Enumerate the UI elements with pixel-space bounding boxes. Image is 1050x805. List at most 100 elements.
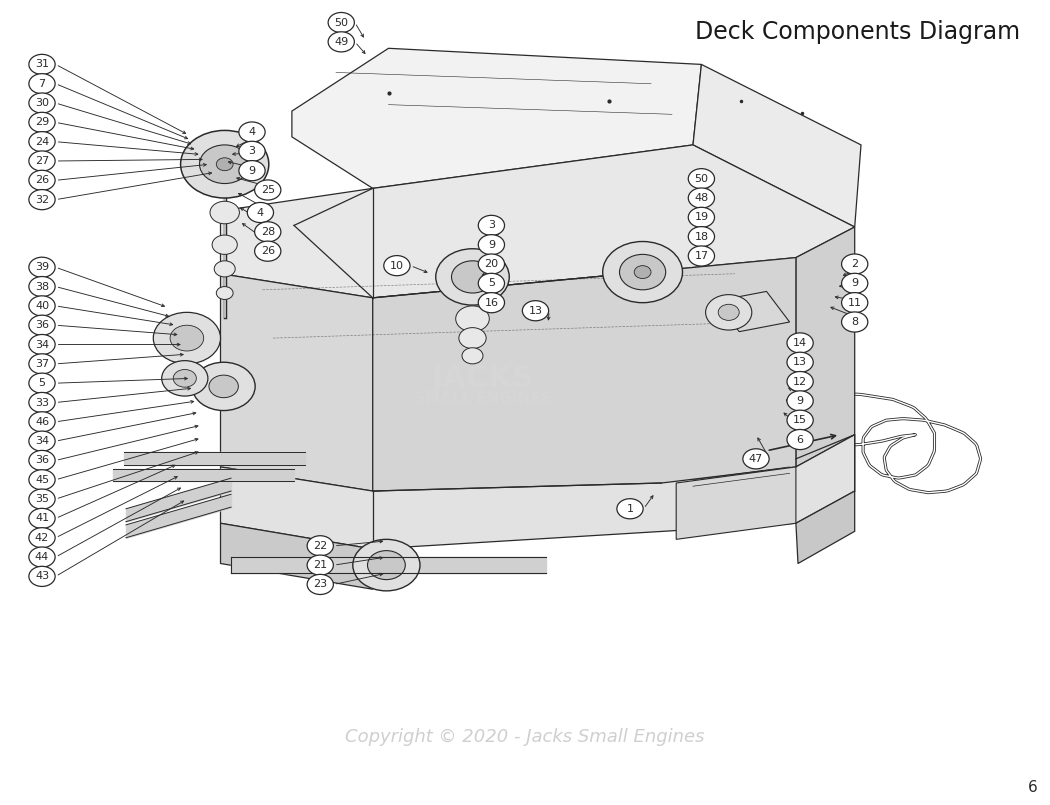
Text: 23: 23 xyxy=(313,580,328,589)
Text: 17: 17 xyxy=(694,251,709,261)
Circle shape xyxy=(29,547,55,567)
Circle shape xyxy=(788,390,813,411)
Text: 3: 3 xyxy=(488,221,495,230)
Text: 34: 34 xyxy=(35,436,49,446)
Circle shape xyxy=(689,207,715,227)
Circle shape xyxy=(29,374,55,394)
Text: 33: 33 xyxy=(35,398,49,407)
Polygon shape xyxy=(220,145,855,298)
Circle shape xyxy=(479,235,505,254)
Text: 9: 9 xyxy=(488,240,495,250)
Text: 11: 11 xyxy=(847,298,862,308)
Text: 28: 28 xyxy=(260,227,275,237)
Polygon shape xyxy=(220,274,373,491)
Circle shape xyxy=(29,509,55,528)
Circle shape xyxy=(29,171,55,191)
Text: 9: 9 xyxy=(797,396,803,406)
Circle shape xyxy=(841,293,867,313)
Circle shape xyxy=(173,369,196,387)
Circle shape xyxy=(29,431,55,451)
Polygon shape xyxy=(292,48,701,188)
Circle shape xyxy=(307,536,334,555)
Circle shape xyxy=(248,203,273,223)
Text: 8: 8 xyxy=(852,317,858,327)
Circle shape xyxy=(216,287,233,299)
Circle shape xyxy=(29,55,55,74)
Polygon shape xyxy=(676,467,796,539)
Text: 6: 6 xyxy=(1028,780,1037,795)
Text: 30: 30 xyxy=(35,98,49,108)
Circle shape xyxy=(254,221,281,242)
Text: 37: 37 xyxy=(35,359,49,369)
Text: 43: 43 xyxy=(35,572,49,581)
Circle shape xyxy=(210,201,239,224)
Circle shape xyxy=(523,301,548,321)
Text: SMALL ENGINES: SMALL ENGINES xyxy=(414,391,552,406)
Circle shape xyxy=(29,393,55,412)
Text: 16: 16 xyxy=(484,298,499,308)
Text: 24: 24 xyxy=(35,137,49,147)
Circle shape xyxy=(29,112,55,132)
Text: JACKS: JACKS xyxy=(432,364,534,393)
Polygon shape xyxy=(796,227,855,467)
Circle shape xyxy=(689,227,715,246)
Text: 2: 2 xyxy=(852,259,858,269)
Text: 42: 42 xyxy=(35,533,49,543)
Circle shape xyxy=(841,254,867,274)
Circle shape xyxy=(788,430,813,449)
Circle shape xyxy=(689,188,715,208)
Text: 49: 49 xyxy=(334,37,349,47)
Text: 39: 39 xyxy=(35,262,49,272)
Text: 5: 5 xyxy=(39,378,45,388)
Circle shape xyxy=(307,555,334,575)
Circle shape xyxy=(706,295,752,330)
Circle shape xyxy=(689,246,715,266)
Circle shape xyxy=(328,13,355,33)
Text: 31: 31 xyxy=(35,60,49,69)
Circle shape xyxy=(29,151,55,171)
Circle shape xyxy=(384,255,410,275)
Circle shape xyxy=(328,31,355,52)
Polygon shape xyxy=(796,491,855,564)
Text: 41: 41 xyxy=(35,514,49,523)
Circle shape xyxy=(788,352,813,372)
Circle shape xyxy=(29,412,55,431)
Polygon shape xyxy=(373,258,796,491)
Circle shape xyxy=(479,254,505,274)
Circle shape xyxy=(617,499,643,519)
Text: 22: 22 xyxy=(313,541,328,551)
Circle shape xyxy=(788,372,813,392)
Circle shape xyxy=(153,312,220,364)
Circle shape xyxy=(353,539,420,591)
Circle shape xyxy=(29,469,55,489)
Circle shape xyxy=(216,158,233,171)
Text: 34: 34 xyxy=(35,340,49,349)
Circle shape xyxy=(452,261,494,293)
Circle shape xyxy=(29,335,55,354)
Polygon shape xyxy=(231,557,546,573)
Text: 50: 50 xyxy=(694,174,709,184)
Circle shape xyxy=(29,316,55,336)
Text: 44: 44 xyxy=(35,552,49,562)
Circle shape xyxy=(29,74,55,94)
Circle shape xyxy=(181,130,269,198)
Circle shape xyxy=(29,528,55,547)
Polygon shape xyxy=(716,291,790,332)
Circle shape xyxy=(29,567,55,586)
Circle shape xyxy=(689,169,715,189)
Text: 7: 7 xyxy=(39,79,45,89)
Text: 12: 12 xyxy=(793,377,807,386)
Text: Copyright © 2020 - Jacks Small Engines: Copyright © 2020 - Jacks Small Engines xyxy=(345,728,705,745)
Text: 27: 27 xyxy=(35,156,49,166)
Circle shape xyxy=(29,451,55,470)
Text: 14: 14 xyxy=(793,338,807,348)
Circle shape xyxy=(162,361,208,396)
Text: 50: 50 xyxy=(334,18,349,27)
Circle shape xyxy=(192,362,255,411)
Polygon shape xyxy=(113,469,294,481)
Circle shape xyxy=(239,122,265,142)
Text: 9: 9 xyxy=(852,279,858,288)
Circle shape xyxy=(456,306,489,332)
Circle shape xyxy=(634,266,651,279)
Text: 4: 4 xyxy=(249,127,255,137)
